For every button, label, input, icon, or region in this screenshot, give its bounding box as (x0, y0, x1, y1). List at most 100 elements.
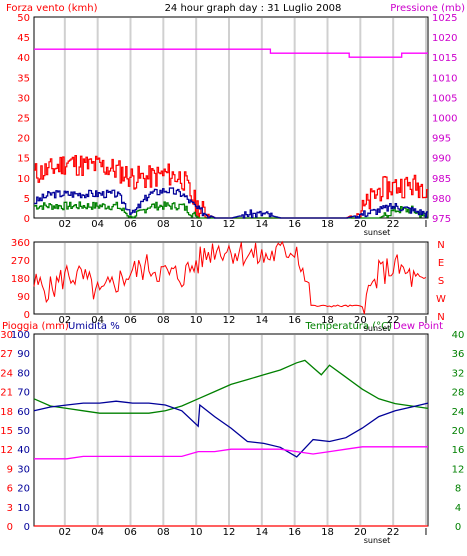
panel1-ytick-label: 35 (17, 73, 30, 84)
panel1-ytick-label: 30 (17, 93, 30, 104)
panel3-ytick-rain-label: 24 (0, 368, 13, 379)
panel1-frame (33, 16, 429, 219)
panel1-ytick-label: 0 (24, 214, 30, 225)
wind-direction-series (33, 240, 427, 315)
panel3-ytick-rain-label: 12 (0, 445, 13, 456)
panel3-ytick-humidity-label: 70 (17, 388, 30, 399)
panel3-y2tick-label: 4 (455, 503, 461, 514)
panel1-xtick-label: 04 (91, 219, 104, 230)
panel1-y2tick-label: 1025 (432, 13, 457, 24)
panel3-frame (33, 333, 429, 527)
panel3-y2tick-label: 0 (455, 522, 461, 533)
wind-avg-series (34, 187, 428, 219)
panel1-ylabel: Forza vento (kmh) (6, 3, 98, 14)
panel1-xtick-label: I (425, 219, 428, 230)
panel2-xtick-label: 16 (288, 315, 301, 326)
panel3-y2tick-label: 28 (452, 388, 465, 399)
panel3-ytick-rain-label: 3 (7, 503, 13, 514)
panel2-compass-label: W (436, 294, 446, 305)
panel3-ytick-rain-label: 9 (7, 464, 13, 475)
wind-gust-series (34, 155, 428, 219)
panel1-y2tick-label: 990 (432, 154, 451, 165)
panel1-ytick-label: 50 (17, 13, 30, 24)
panel1-xtick-label: 22 (387, 219, 400, 230)
panel1-xtick-label: 12 (223, 219, 236, 230)
panel1-y2tick-label: 1020 (432, 33, 457, 44)
panel3-ytick-humidity-label: 40 (17, 445, 30, 456)
panel3-y2tick-label: 36 (452, 349, 465, 360)
panel3-xtick-label: 12 (223, 527, 236, 538)
panel3-xtick-label: 18 (321, 527, 334, 538)
panel3-y2tick-label: 16 (452, 445, 465, 456)
panel1-y2tick-label: 1005 (432, 93, 457, 104)
panel3-y2tick-label: 32 (452, 368, 465, 379)
panel1-ytick-label: 40 (17, 53, 30, 64)
panel2-ytick-label: 0 (24, 310, 30, 321)
panel3-ytick-humidity-label: 90 (17, 349, 30, 360)
panel3-ylabel-rain: Pioggia (mm) (2, 321, 69, 332)
panel2-xtick-label: 22 (387, 315, 400, 326)
panel2-compass-label: E (438, 258, 444, 269)
temperature-series (33, 359, 429, 414)
panel3-ytick-rain-label: 27 (0, 349, 13, 360)
panel1-xtick-label: 10 (190, 219, 203, 230)
panel2-ytick-label: 180 (11, 274, 30, 285)
panel3-ytick-rain-label: 21 (0, 388, 13, 399)
panel2-ytick-label: 360 (11, 238, 30, 249)
panel1-ytick-label: 5 (24, 194, 30, 205)
panel1-ytick-label: 15 (17, 154, 30, 165)
panel2-xtick-label: 10 (190, 315, 203, 326)
panel1-xtick-label: 16 (288, 219, 301, 230)
chart-title: 24 hour graph day : 31 Luglio 2008 (165, 3, 342, 14)
panel1-ytick-label: 45 (17, 33, 30, 44)
panel1-xtick-label: 14 (255, 219, 268, 230)
panel2-compass-label: S (438, 276, 444, 287)
panel2-xtick-label: 08 (157, 315, 170, 326)
panel2-xtick-label: 20 (354, 315, 367, 326)
humidity-series (33, 400, 429, 458)
panel1-ytick-label: 20 (17, 134, 30, 145)
panel1-y2label: Pressione (mb) (390, 3, 465, 14)
panel1-sunset-label: sunset (364, 228, 391, 237)
panel2-xtick-label: 06 (124, 315, 137, 326)
dewpoint-series (34, 446, 428, 460)
panel2-compass-label: N (437, 312, 444, 323)
panel3-xtick-label: 10 (190, 527, 203, 538)
panel1-y2tick-label: 975 (432, 214, 451, 225)
pressure-series (34, 48, 428, 58)
panel2-xtick-label: 02 (58, 315, 71, 326)
panel2-ytick-label: 90 (17, 292, 30, 303)
panel3-ytick-humidity-label: 10 (17, 503, 30, 514)
panel1-xtick-label: 08 (157, 219, 170, 230)
panel3-xtick-label: 22 (387, 527, 400, 538)
panel2-sunset-label: sunset (364, 324, 391, 333)
panel1-xtick-label: 18 (321, 219, 334, 230)
panel3-ylabel-humidity: Umidita % (68, 321, 120, 332)
panel3-y2tick-label: 24 (452, 407, 465, 418)
panel2-xtick-label: 18 (321, 315, 334, 326)
panel3-xtick-label: I (425, 527, 428, 538)
panel1-y2tick-label: 1015 (432, 53, 457, 64)
panel3-sunset-label: sunset (364, 536, 391, 545)
panel1-ytick-label: 25 (17, 114, 30, 125)
panel3-y2label-temperature: Temperatura (°C) (304, 321, 392, 332)
panel3-xtick-label: 14 (255, 527, 268, 538)
panel3-ytick-humidity-label: 80 (17, 368, 30, 379)
panel2-xtick-label: I (425, 315, 428, 326)
panel3-ytick-rain-label: 30 (0, 330, 13, 341)
panel3-xtick-label: 06 (124, 527, 137, 538)
panel2-ytick-label: 270 (11, 256, 30, 267)
panel1-xtick-label: 06 (124, 219, 137, 230)
panel2-xtick-label: 04 (91, 315, 104, 326)
panel1-y2tick-label: 1010 (432, 73, 457, 84)
panel1-y2tick-label: 995 (432, 134, 451, 145)
panel3-y2tick-label: 40 (452, 330, 465, 341)
panel1-y2tick-label: 985 (432, 174, 451, 185)
panel1-y2tick-label: 980 (432, 194, 451, 205)
panel3-ytick-humidity-label: 30 (17, 464, 30, 475)
panel3-ytick-humidity-label: 50 (17, 426, 30, 437)
panel3-xtick-label: 16 (288, 527, 301, 538)
panel3-ytick-humidity-label: 20 (17, 484, 30, 495)
